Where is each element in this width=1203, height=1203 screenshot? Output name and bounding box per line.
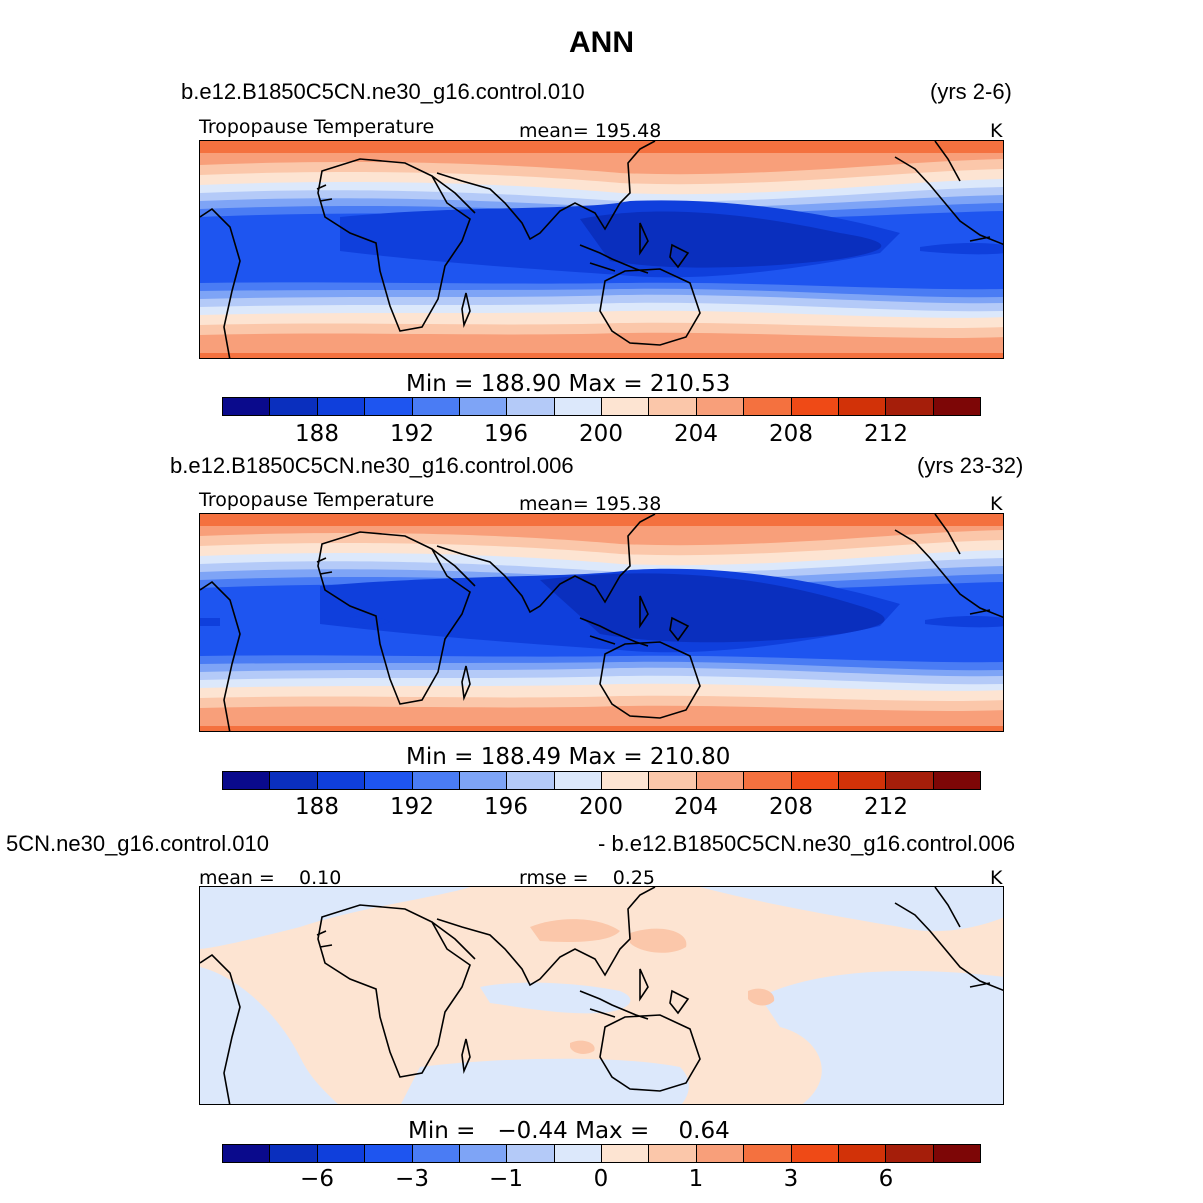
panel1-colorbar-box xyxy=(744,398,792,415)
panel1-tick: 188 xyxy=(295,421,339,447)
panel2-map xyxy=(199,513,1004,732)
panel1-colorbar-box xyxy=(602,398,650,415)
panel1-colorbar-box xyxy=(365,398,413,415)
panel3-colorbar-box xyxy=(602,1145,650,1162)
panel2-tick: 188 xyxy=(295,794,339,820)
panel3-colorbar-box xyxy=(507,1145,555,1162)
panel2-tick: 196 xyxy=(484,794,528,820)
panel2-tick: 204 xyxy=(674,794,718,820)
panel1-tick: 196 xyxy=(484,421,528,447)
panel1-colorbar-box xyxy=(459,398,508,415)
panel3-colorbar-box xyxy=(791,1145,839,1162)
panel3-colorbar-box xyxy=(886,1145,934,1162)
panel3-colorbar-box xyxy=(317,1145,366,1162)
page-title: ANN xyxy=(569,26,634,59)
panel1-colorbar xyxy=(222,397,981,416)
panel1-colorbar-box xyxy=(317,398,366,415)
panel1-tick: 192 xyxy=(390,421,434,447)
panel1-colorbar-box xyxy=(886,398,934,415)
panel1-minmax: Min = 188.90 Max = 210.53 xyxy=(406,371,731,397)
panel3-minmax: Min = −0.44 Max = 0.64 xyxy=(408,1118,730,1144)
panel2-colorbar-box xyxy=(744,772,792,789)
panel2-colorbar xyxy=(222,771,981,790)
panel2-colorbar-box xyxy=(791,772,839,789)
panel1-tick: 212 xyxy=(864,421,908,447)
panel3-case-left: 5CN.ne30_g16.control.010 xyxy=(6,831,269,856)
panel2-colorbar-box xyxy=(317,772,366,789)
panel1-tick: 208 xyxy=(769,421,813,447)
panel3-colorbar-box xyxy=(365,1145,413,1162)
panel1-colorbar-box xyxy=(412,398,460,415)
panel2-colorbar-box xyxy=(507,772,555,789)
panel3-colorbar-box xyxy=(838,1145,887,1162)
panel3-tick: −3 xyxy=(395,1166,429,1192)
panel2-colorbar-box xyxy=(412,772,460,789)
panel1-colorbar-box xyxy=(270,398,318,415)
panel3-colorbar-box xyxy=(696,1145,745,1162)
panel2-minmax: Min = 188.49 Max = 210.80 xyxy=(406,744,731,770)
panel2-years: (yrs 23-32) xyxy=(917,453,1024,478)
panel1-map xyxy=(199,140,1004,359)
panel2-colorbar-box xyxy=(933,772,980,789)
panel2-colorbar-box xyxy=(270,772,318,789)
panel3-mean: mean = 0.10 xyxy=(199,867,342,889)
panel1-variable: Tropopause Temperature xyxy=(199,116,435,138)
panel3-colorbar xyxy=(222,1144,981,1163)
panel3-case-right: - b.e12.B1850C5CN.ne30_g16.control.006 xyxy=(598,831,1016,856)
panel1-colorbar-box xyxy=(223,398,271,415)
panel3-map xyxy=(199,886,1004,1105)
panel3-tick: 1 xyxy=(688,1166,704,1192)
panel3-tick: −6 xyxy=(300,1166,334,1192)
panel1-colorbar-box xyxy=(838,398,887,415)
panel2-colorbar-box xyxy=(886,772,934,789)
panel3-colorbar-box xyxy=(459,1145,508,1162)
panel2-colorbar-box xyxy=(459,772,508,789)
panel3-units: K xyxy=(990,867,1003,889)
panel2-colorbar-box xyxy=(365,772,413,789)
panel2-tick: 212 xyxy=(864,794,908,820)
panel2-case-name: b.e12.B1850C5CN.ne30_g16.control.006 xyxy=(170,453,574,478)
panel1-tick: 204 xyxy=(674,421,718,447)
panel2-units: K xyxy=(990,493,1003,515)
panel2-colorbar-box xyxy=(602,772,650,789)
panel2-colorbar-box xyxy=(554,772,602,789)
panel1-units: K xyxy=(990,120,1003,142)
panel2-tick: 192 xyxy=(390,794,434,820)
panel2-tick: 208 xyxy=(769,794,813,820)
panel3-rmse: rmse = 0.25 xyxy=(519,867,655,889)
panel2-colorbar-box xyxy=(838,772,887,789)
panel2-colorbar-box xyxy=(696,772,745,789)
panel2-mean: mean= 195.38 xyxy=(519,493,662,515)
panel2-colorbar-box xyxy=(223,772,271,789)
panel1-years: (yrs 2-6) xyxy=(930,79,1012,104)
panel3-colorbar-box xyxy=(412,1145,460,1162)
panel3-tick: 3 xyxy=(783,1166,799,1192)
panel2-tick: 200 xyxy=(579,794,623,820)
panel3-colorbar-box xyxy=(744,1145,792,1162)
panel1-colorbar-box xyxy=(791,398,839,415)
panel3-colorbar-box xyxy=(554,1145,602,1162)
panel1-colorbar-box xyxy=(933,398,980,415)
panel1-colorbar-box xyxy=(649,398,697,415)
panel1-tick: 200 xyxy=(579,421,623,447)
panel1-colorbar-box xyxy=(507,398,555,415)
panel3-colorbar-box xyxy=(933,1145,980,1162)
panel3-tick: −1 xyxy=(489,1166,523,1192)
panel3-colorbar-box xyxy=(270,1145,318,1162)
panel1-mean: mean= 195.48 xyxy=(519,120,662,142)
panel2-colorbar-box xyxy=(649,772,697,789)
panel3-colorbar-box xyxy=(223,1145,271,1162)
panel3-colorbar-box xyxy=(649,1145,697,1162)
panel1-case-name: b.e12.B1850C5CN.ne30_g16.control.010 xyxy=(181,79,585,104)
panel3-tick: 0 xyxy=(593,1166,609,1192)
panel1-colorbar-box xyxy=(696,398,745,415)
panel2-variable: Tropopause Temperature xyxy=(199,489,435,511)
panel1-colorbar-box xyxy=(554,398,602,415)
panel3-tick: 6 xyxy=(878,1166,894,1192)
